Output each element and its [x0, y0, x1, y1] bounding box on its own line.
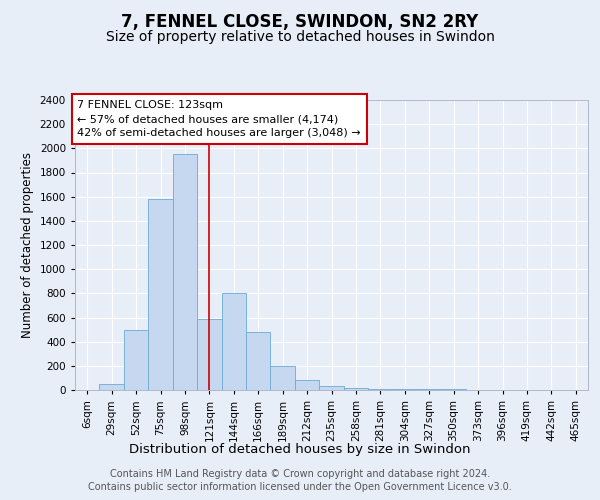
Bar — [124, 330, 148, 390]
Bar — [344, 388, 368, 390]
Text: Size of property relative to detached houses in Swindon: Size of property relative to detached ho… — [106, 30, 494, 44]
Text: 7 FENNEL CLOSE: 123sqm
← 57% of detached houses are smaller (4,174)
42% of semi-: 7 FENNEL CLOSE: 123sqm ← 57% of detached… — [77, 100, 361, 138]
Bar — [173, 154, 197, 390]
Y-axis label: Number of detached properties: Number of detached properties — [21, 152, 34, 338]
Bar — [246, 332, 271, 390]
Bar — [295, 380, 319, 390]
Bar — [148, 199, 173, 390]
Text: Contains HM Land Registry data © Crown copyright and database right 2024.: Contains HM Land Registry data © Crown c… — [110, 469, 490, 479]
Bar — [221, 294, 246, 390]
Text: Distribution of detached houses by size in Swindon: Distribution of detached houses by size … — [129, 442, 471, 456]
Text: Contains public sector information licensed under the Open Government Licence v3: Contains public sector information licen… — [88, 482, 512, 492]
Bar — [368, 389, 392, 390]
Bar — [197, 318, 221, 390]
Bar — [271, 366, 295, 390]
Bar — [100, 384, 124, 390]
Text: 7, FENNEL CLOSE, SWINDON, SN2 2RY: 7, FENNEL CLOSE, SWINDON, SN2 2RY — [121, 12, 479, 30]
Bar — [319, 386, 344, 390]
